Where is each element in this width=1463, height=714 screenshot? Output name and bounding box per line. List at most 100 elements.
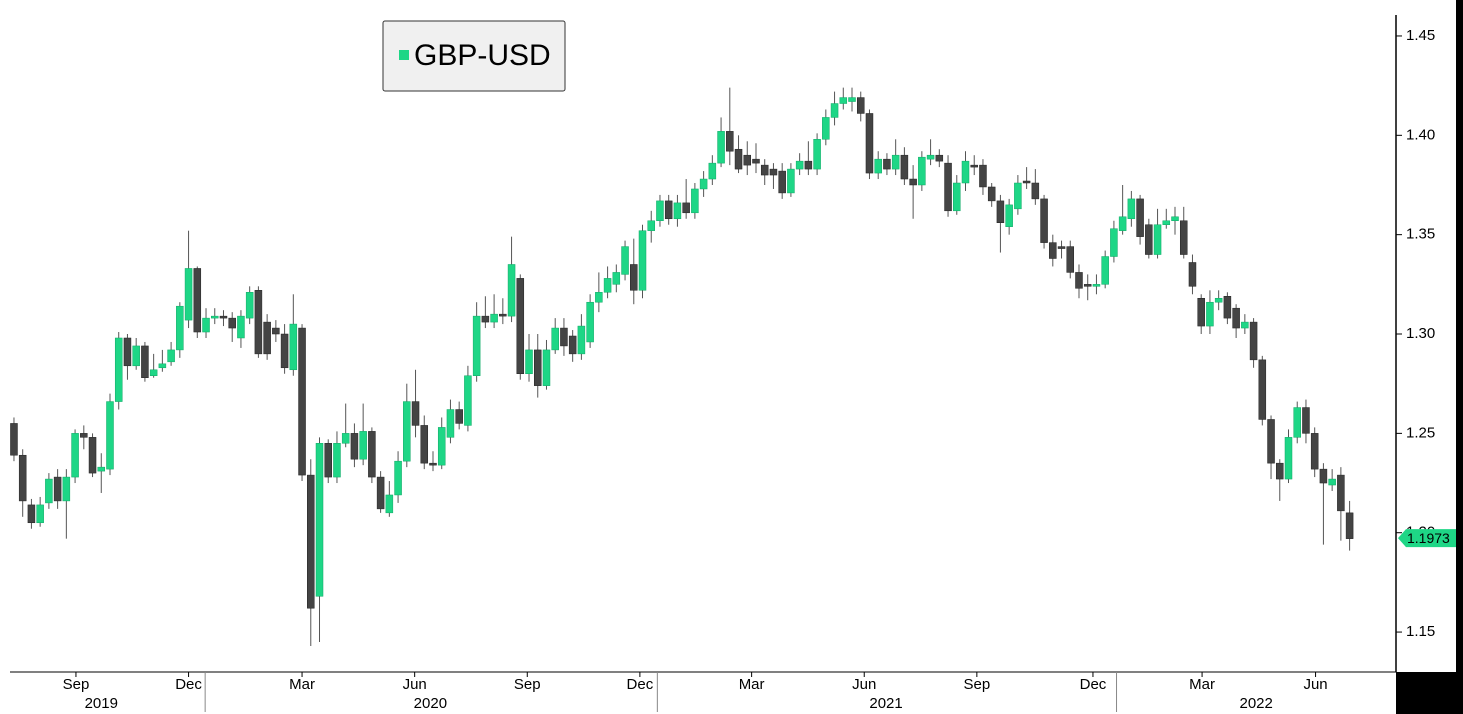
- candle-body: [900, 154, 909, 180]
- candle-body: [1092, 284, 1101, 287]
- candle-body: [228, 317, 236, 329]
- candle-body: [10, 423, 18, 456]
- candle-body: [149, 369, 158, 376]
- candle-body: [979, 164, 987, 188]
- year-label: 2020: [414, 695, 447, 712]
- candle-body: [795, 160, 804, 170]
- x-tick-label: Dec: [627, 676, 654, 693]
- candle-body: [167, 349, 175, 363]
- candle-body: [1066, 246, 1075, 273]
- candle-body: [926, 154, 935, 160]
- candle-body: [647, 220, 655, 231]
- candle-body: [533, 349, 542, 386]
- candle-body: [708, 162, 717, 180]
- candle-body: [1005, 204, 1013, 227]
- candle-body: [88, 437, 97, 474]
- candle-body: [27, 504, 36, 524]
- candle-body: [507, 264, 516, 317]
- candle-body: [106, 401, 114, 470]
- candle-body: [630, 264, 638, 291]
- candle-body: [45, 478, 53, 504]
- candle-body: [446, 409, 455, 438]
- candle-body: [891, 154, 900, 170]
- corner-block: [1396, 672, 1463, 714]
- candle-body: [376, 476, 385, 510]
- candle-body: [1118, 216, 1127, 231]
- candle-body: [726, 131, 734, 152]
- x-tick-label: Jun: [852, 676, 876, 693]
- candle-body: [429, 462, 437, 466]
- x-tick-label: Mar: [1189, 676, 1215, 693]
- year-label: 2022: [1240, 695, 1273, 712]
- last-value-label: 1.1973: [1407, 530, 1450, 546]
- candle-body: [368, 431, 376, 478]
- candle-body: [1057, 246, 1066, 249]
- candle-body: [769, 168, 778, 176]
- candle-body: [324, 443, 332, 478]
- candle-body: [664, 200, 673, 220]
- candle-body: [760, 164, 769, 176]
- candle-body: [289, 323, 298, 371]
- candle-body: [1127, 198, 1136, 220]
- x-tick-label: Mar: [739, 676, 765, 693]
- candle-body: [621, 246, 629, 275]
- candle-body: [944, 162, 952, 212]
- candle-body: [787, 168, 795, 194]
- candle-body: [883, 158, 891, 170]
- candle-body: [673, 202, 682, 220]
- candle-body: [525, 349, 533, 375]
- candle-body: [542, 349, 551, 386]
- candle-body: [437, 427, 446, 466]
- candle-body: [455, 409, 463, 424]
- y-tick-label: 1.45: [1406, 27, 1435, 44]
- candle-body: [1014, 182, 1022, 210]
- candle-body: [158, 363, 167, 369]
- candle-body: [1040, 198, 1048, 243]
- candle-body: [1328, 478, 1336, 486]
- candle-body: [333, 443, 341, 478]
- candle-body: [481, 315, 490, 323]
- candle-body: [307, 474, 315, 609]
- candle-body: [1310, 433, 1319, 470]
- candle-body: [1145, 224, 1153, 255]
- candle-body: [411, 401, 420, 426]
- candle-body: [219, 315, 228, 319]
- candle-body: [804, 160, 813, 170]
- year-label: 2021: [869, 695, 902, 712]
- candle-body: [595, 292, 603, 303]
- candle-body: [53, 476, 62, 502]
- candle-body: [1110, 228, 1118, 257]
- candle-body: [778, 170, 786, 194]
- candle-body: [568, 335, 577, 355]
- candle-body: [691, 188, 699, 214]
- candle-body: [1031, 182, 1040, 200]
- candle-body: [699, 178, 708, 190]
- candle-body: [1136, 198, 1144, 237]
- candle-body: [280, 333, 289, 369]
- candle-body: [1153, 224, 1162, 255]
- candle-body: [1319, 468, 1328, 484]
- candle-body: [464, 375, 472, 426]
- candle-body: [1049, 242, 1057, 259]
- candle-body: [80, 433, 88, 438]
- candle-body: [272, 327, 280, 335]
- x-tick-label: Sep: [63, 676, 90, 693]
- y-tick-label: 1.35: [1406, 226, 1435, 243]
- candle-body: [176, 305, 184, 351]
- candle-body: [97, 466, 106, 472]
- y-tick-label: 1.30: [1406, 325, 1435, 342]
- x-tick-label: Jun: [1303, 676, 1327, 693]
- y-tick-label: 1.15: [1406, 623, 1435, 640]
- candle-body: [1267, 419, 1275, 464]
- candle-body: [935, 154, 944, 162]
- candle-body: [1206, 301, 1214, 327]
- legend-swatch: [399, 50, 409, 60]
- candle-body: [1232, 307, 1240, 329]
- candle-body: [752, 158, 760, 164]
- candle-body: [184, 268, 193, 321]
- candle-body: [839, 97, 848, 104]
- candle-body: [18, 454, 27, 502]
- candle-body: [1083, 284, 1092, 287]
- candle-body: [490, 313, 498, 323]
- legend-box: [382, 20, 566, 92]
